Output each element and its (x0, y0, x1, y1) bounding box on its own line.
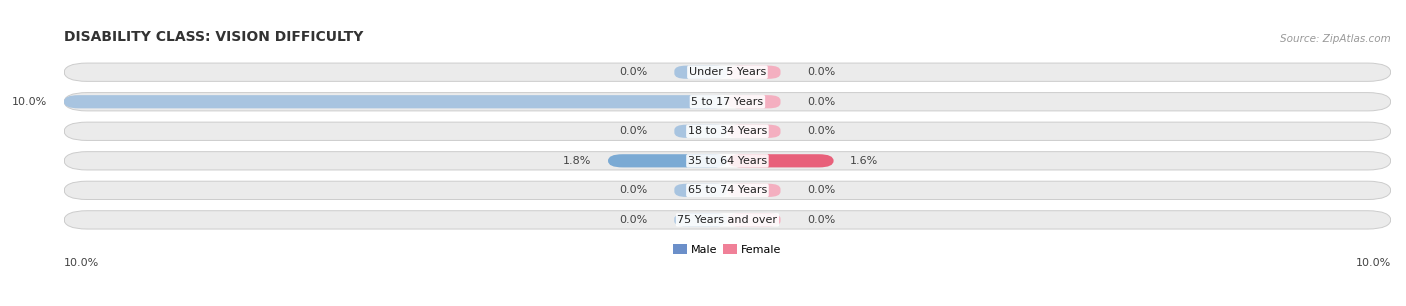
Text: 35 to 64 Years: 35 to 64 Years (688, 156, 768, 166)
FancyBboxPatch shape (63, 63, 1391, 81)
Text: 5 to 17 Years: 5 to 17 Years (692, 97, 763, 107)
FancyBboxPatch shape (675, 184, 727, 197)
FancyBboxPatch shape (63, 93, 1391, 111)
Text: 0.0%: 0.0% (620, 185, 648, 195)
FancyBboxPatch shape (63, 181, 1391, 200)
Legend: Male, Female: Male, Female (669, 240, 786, 259)
Text: 1.8%: 1.8% (562, 156, 592, 166)
FancyBboxPatch shape (727, 154, 834, 167)
FancyBboxPatch shape (675, 65, 727, 79)
Text: 0.0%: 0.0% (807, 97, 835, 107)
Text: 0.0%: 0.0% (620, 67, 648, 77)
Text: DISABILITY CLASS: VISION DIFFICULTY: DISABILITY CLASS: VISION DIFFICULTY (63, 30, 363, 44)
Text: 0.0%: 0.0% (807, 126, 835, 136)
FancyBboxPatch shape (675, 213, 727, 226)
Text: 0.0%: 0.0% (807, 67, 835, 77)
Text: Source: ZipAtlas.com: Source: ZipAtlas.com (1281, 34, 1391, 44)
Text: Under 5 Years: Under 5 Years (689, 67, 766, 77)
Text: 65 to 74 Years: 65 to 74 Years (688, 185, 768, 195)
FancyBboxPatch shape (675, 125, 727, 138)
Text: 10.0%: 10.0% (63, 258, 98, 268)
Text: 1.6%: 1.6% (851, 156, 879, 166)
Text: 10.0%: 10.0% (1355, 258, 1391, 268)
FancyBboxPatch shape (727, 125, 780, 138)
FancyBboxPatch shape (63, 95, 727, 108)
Text: 18 to 34 Years: 18 to 34 Years (688, 126, 768, 136)
FancyBboxPatch shape (727, 65, 780, 79)
FancyBboxPatch shape (607, 154, 727, 167)
FancyBboxPatch shape (727, 95, 780, 108)
Text: 0.0%: 0.0% (620, 215, 648, 225)
Text: 75 Years and over: 75 Years and over (678, 215, 778, 225)
Text: 0.0%: 0.0% (620, 126, 648, 136)
FancyBboxPatch shape (727, 184, 780, 197)
Text: 0.0%: 0.0% (807, 185, 835, 195)
FancyBboxPatch shape (727, 213, 780, 226)
Text: 0.0%: 0.0% (807, 215, 835, 225)
Text: 10.0%: 10.0% (13, 97, 48, 107)
FancyBboxPatch shape (63, 152, 1391, 170)
FancyBboxPatch shape (63, 211, 1391, 229)
FancyBboxPatch shape (63, 122, 1391, 140)
